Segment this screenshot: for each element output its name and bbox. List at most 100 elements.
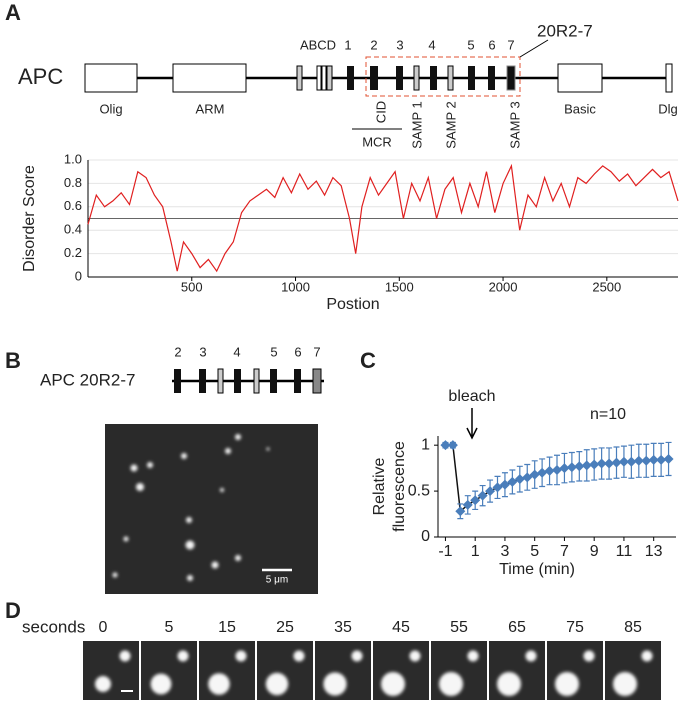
region-label: SAMP 2 — [443, 101, 458, 148]
data-point — [447, 440, 458, 451]
droplet — [208, 673, 230, 695]
panel-label: D — [5, 598, 21, 623]
repeat-label: 7 — [507, 37, 514, 52]
droplet — [95, 676, 111, 692]
blobs — [381, 650, 421, 696]
repeats — [296, 65, 516, 91]
data-point — [559, 463, 570, 474]
repeat-label: 1 — [344, 37, 351, 52]
droplet — [293, 650, 305, 662]
data-point — [574, 461, 585, 472]
data-point — [499, 479, 510, 490]
x-tick-label: 2500 — [592, 279, 621, 294]
time-label: 5 — [165, 619, 174, 636]
y-tick-label: 0.2 — [64, 245, 82, 260]
blobs — [555, 650, 595, 696]
scale-bar-label: 5 μm — [266, 575, 288, 586]
repeat-label: 3 — [396, 37, 403, 52]
droplet — [497, 672, 521, 696]
data-point — [440, 440, 451, 451]
time-label: 75 — [566, 619, 584, 636]
blobs — [439, 650, 479, 696]
repeat-label: 2 — [174, 344, 181, 359]
x-tick-label: 5 — [530, 543, 539, 560]
blobs — [150, 650, 189, 695]
annotation: n=10 — [590, 406, 626, 423]
data-point — [663, 453, 674, 464]
y-tick-label: 1 — [421, 436, 430, 453]
panel-label: C — [360, 348, 376, 373]
panel-label: B — [5, 348, 21, 373]
data-point — [596, 458, 607, 469]
droplet — [177, 650, 189, 662]
blobs — [613, 650, 653, 696]
repeat-label: 4 — [428, 37, 435, 52]
repeat-label: 5 — [467, 37, 474, 52]
droplet — [641, 650, 653, 662]
callout-line — [519, 39, 549, 58]
data-point — [566, 462, 577, 473]
x-tick-label: 13 — [645, 543, 663, 560]
droplet — [583, 650, 595, 662]
region-label: MCR — [362, 134, 392, 149]
domain-box — [557, 63, 603, 93]
region-label: SAMP 1 — [409, 101, 424, 148]
domain-box — [665, 63, 673, 93]
blobs — [323, 650, 363, 696]
time-label: 85 — [624, 619, 642, 636]
blobs — [497, 650, 537, 696]
data-point — [537, 467, 548, 478]
y-tick-label: 0.5 — [408, 482, 430, 499]
data-point — [641, 455, 652, 466]
data-point — [626, 456, 637, 467]
panel-label: A — [5, 0, 21, 25]
repeat-label: 6 — [488, 37, 495, 52]
x-tick-label: 7 — [560, 543, 569, 560]
repeat-label: 7 — [313, 344, 320, 359]
time-label: 65 — [508, 619, 526, 636]
data-point — [552, 464, 562, 475]
time-label: 55 — [450, 619, 468, 636]
time-label: 35 — [334, 619, 352, 636]
y-axis-label: fluorescence — [391, 441, 408, 532]
droplet — [613, 672, 637, 696]
x-tick-label: 1000 — [281, 279, 310, 294]
droplet — [467, 650, 479, 662]
blobs — [208, 650, 247, 695]
micrograph: 5 μm — [105, 424, 318, 594]
y-axis-label: Relative — [371, 458, 388, 516]
x-tick-label: 3 — [500, 543, 509, 560]
droplet — [119, 650, 131, 662]
repeat-label: ABCD — [300, 37, 336, 52]
data-point — [455, 506, 466, 517]
repeat-label: 3 — [199, 344, 206, 359]
x-axis-label: Time (min) — [499, 561, 575, 578]
droplet — [351, 650, 363, 662]
time-label: 25 — [276, 619, 294, 636]
droplet — [323, 672, 347, 696]
data-point — [604, 458, 615, 469]
region-label: SAMP 3 — [507, 101, 522, 148]
x-tick-label: 9 — [590, 543, 599, 560]
data-point — [656, 454, 667, 465]
x-tick-label: 1 — [471, 543, 480, 560]
y-axis-label: Disorder Score — [21, 165, 38, 272]
y-tick-label: 0 — [75, 268, 82, 283]
data-line — [87, 163, 679, 273]
y-tick-label: 0.8 — [64, 175, 82, 190]
y-tick-label: 0.4 — [64, 222, 82, 237]
construct-name: APC 20R2-7 — [40, 370, 135, 389]
region-label: CID — [373, 101, 388, 123]
data-point — [507, 476, 518, 487]
y-tick-label: 0 — [421, 528, 430, 545]
data-point — [581, 460, 592, 471]
y-tick-label: 0.6 — [64, 198, 82, 213]
repeat-label: 5 — [270, 344, 277, 359]
x-axis-label: Postion — [326, 296, 379, 313]
data-point — [462, 499, 473, 510]
repeat-label: 2 — [370, 37, 377, 52]
time-unit: seconds — [22, 617, 85, 636]
repeat-label: 6 — [294, 344, 301, 359]
data-point — [633, 455, 644, 466]
